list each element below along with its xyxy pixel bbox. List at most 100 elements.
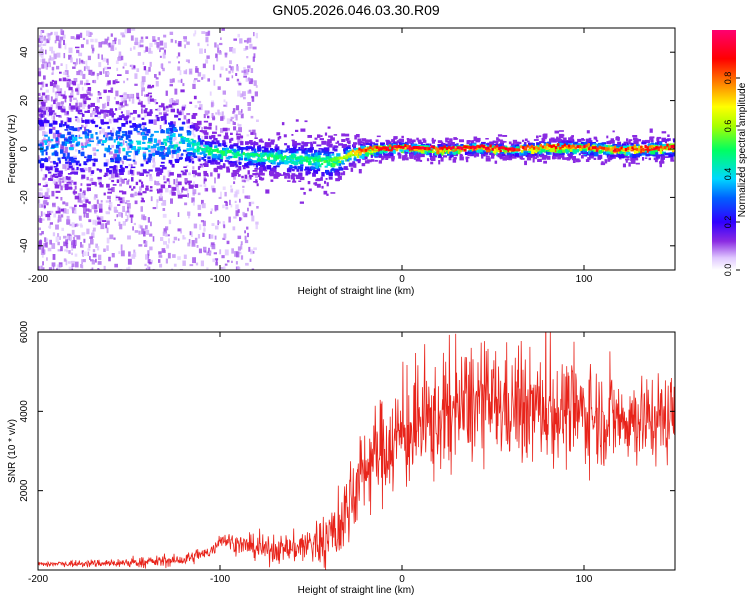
spectrogram-cell xyxy=(402,157,406,161)
spectrogram-cell xyxy=(539,146,544,151)
spectrogram-cell xyxy=(419,151,422,155)
spectrogram-cell xyxy=(209,135,213,139)
spectrogram-noise-cell xyxy=(105,159,110,165)
spectrogram-noise-cell xyxy=(228,70,231,74)
spectrogram-cell xyxy=(592,149,597,151)
spectrogram-cell xyxy=(145,185,149,188)
spectrogram-noise-cell xyxy=(115,165,118,172)
spectrogram-cell xyxy=(543,133,548,138)
spectrogram-noise-cell xyxy=(107,195,111,200)
spectrogram-cell xyxy=(445,137,449,141)
spectrogram-noise-cell xyxy=(181,104,186,107)
spectrogram-ridge-cell xyxy=(338,156,342,160)
spectrogram-cell xyxy=(71,167,75,171)
spectrogram-cell xyxy=(429,153,432,157)
spectrogram-noise-cell xyxy=(226,77,230,81)
spectrogram-noise-cell xyxy=(203,114,206,119)
spectrogram-noise-cell xyxy=(106,211,110,215)
spectrogram-cell xyxy=(316,168,321,171)
spectrogram-cell xyxy=(195,129,198,132)
spectrogram-cell xyxy=(220,154,224,160)
spectrogram-cell xyxy=(413,155,416,160)
spectrogram-noise-cell xyxy=(48,63,50,67)
spectrogram-ridge-cell xyxy=(417,146,420,149)
spectrogram-noise-cell xyxy=(68,80,73,85)
spectrogram-cell xyxy=(440,145,445,148)
colorbar-tick-label: 0.8 xyxy=(723,72,733,85)
spectrogram-cell xyxy=(421,149,424,152)
spectrogram-noise-cell xyxy=(144,94,148,97)
spectrogram-noise-cell xyxy=(71,162,75,167)
spectrogram-cell xyxy=(575,148,580,153)
spectrogram-cell xyxy=(306,158,309,163)
spectrogram-cell xyxy=(115,101,119,105)
spectrogram-cell xyxy=(547,149,551,152)
spectrogram-cell xyxy=(119,190,124,193)
spectrogram-noise-cell xyxy=(179,192,182,196)
spectrogram-cell xyxy=(161,155,165,159)
spectrogram-noise-cell xyxy=(51,115,54,120)
spectrogram-noise-cell xyxy=(197,79,201,82)
spectrogram-noise-cell xyxy=(138,99,141,105)
spectrogram-noise-cell xyxy=(74,239,77,246)
spectrogram-cell xyxy=(370,142,375,144)
spectrogram-noise-cell xyxy=(59,88,63,94)
spectrogram-ridge-cell xyxy=(589,146,593,150)
spectrogram-cell xyxy=(419,159,423,162)
spectrogram-noise-cell xyxy=(197,213,202,217)
spectrogram-noise-cell xyxy=(91,44,94,49)
spectrogram-cell xyxy=(431,156,436,161)
spectrogram-cell xyxy=(62,95,67,99)
spectrogram-cell xyxy=(199,152,203,155)
spectrogram-cell xyxy=(163,113,169,116)
spectrogram-noise-cell xyxy=(94,182,97,187)
spectrogram-noise-cell xyxy=(218,196,222,199)
spectrogram-noise-cell xyxy=(193,181,195,186)
spectrogram-noise-cell xyxy=(158,196,163,201)
spectrogram-ridge-cell xyxy=(570,145,573,148)
spectrogram-ridge-cell xyxy=(236,152,239,156)
spectrogram-noise-cell xyxy=(47,210,51,215)
spectrogram-cell xyxy=(368,140,371,143)
spectrogram-noise-cell xyxy=(249,43,253,49)
spectrogram-noise-cell xyxy=(83,199,86,202)
spectrogram-noise-cell xyxy=(70,260,75,264)
spectrogram-noise-cell xyxy=(167,252,171,259)
spectrogram-cell xyxy=(138,179,142,183)
spectrogram-noise-cell xyxy=(59,178,63,181)
spectrogram-noise-cell xyxy=(197,192,201,196)
spectrogram-noise-cell xyxy=(123,80,125,84)
spectrogram-cell xyxy=(645,139,650,143)
spectrogram-noise-cell xyxy=(157,37,160,41)
spectrogram-noise-cell xyxy=(212,64,215,71)
spectrogram-cell xyxy=(163,138,168,142)
spectrogram-noise-cell xyxy=(49,222,53,225)
spectrogram-cell xyxy=(568,137,573,141)
spectrogram-noise-cell xyxy=(130,35,134,41)
spectrogram-cell xyxy=(321,185,324,189)
spectrogram-cell xyxy=(612,156,616,159)
spectrogram-cell xyxy=(431,139,436,142)
spectrogram-noise-cell xyxy=(88,69,93,75)
spectrogram-cell xyxy=(597,142,602,145)
spectrogram-cell xyxy=(65,161,69,164)
spectrogram-cell xyxy=(268,138,271,141)
spectrogram-cell xyxy=(628,162,631,167)
spectrogram-noise-cell xyxy=(42,177,46,181)
spectrogram-noise-cell xyxy=(38,92,41,96)
spectrogram-cell xyxy=(184,182,188,185)
spectrogram-cell xyxy=(499,154,503,159)
spectrogram-cell xyxy=(293,161,299,166)
spectrogram-noise-cell xyxy=(91,267,94,270)
spectrogram-ridge-cell xyxy=(253,153,256,157)
spectrogram-ridge-cell xyxy=(646,146,649,150)
spectrogram-noise-cell xyxy=(43,61,48,64)
spectrogram-cell xyxy=(668,153,672,157)
spectrogram-noise-cell xyxy=(57,249,61,252)
spectrogram-cell xyxy=(42,149,48,152)
spectrogram-cell xyxy=(113,118,119,123)
spectrogram-cell xyxy=(314,182,318,186)
spectrogram-noise-cell xyxy=(114,79,118,84)
spectrogram-cell xyxy=(276,162,281,166)
spectrogram-cell xyxy=(115,108,118,111)
